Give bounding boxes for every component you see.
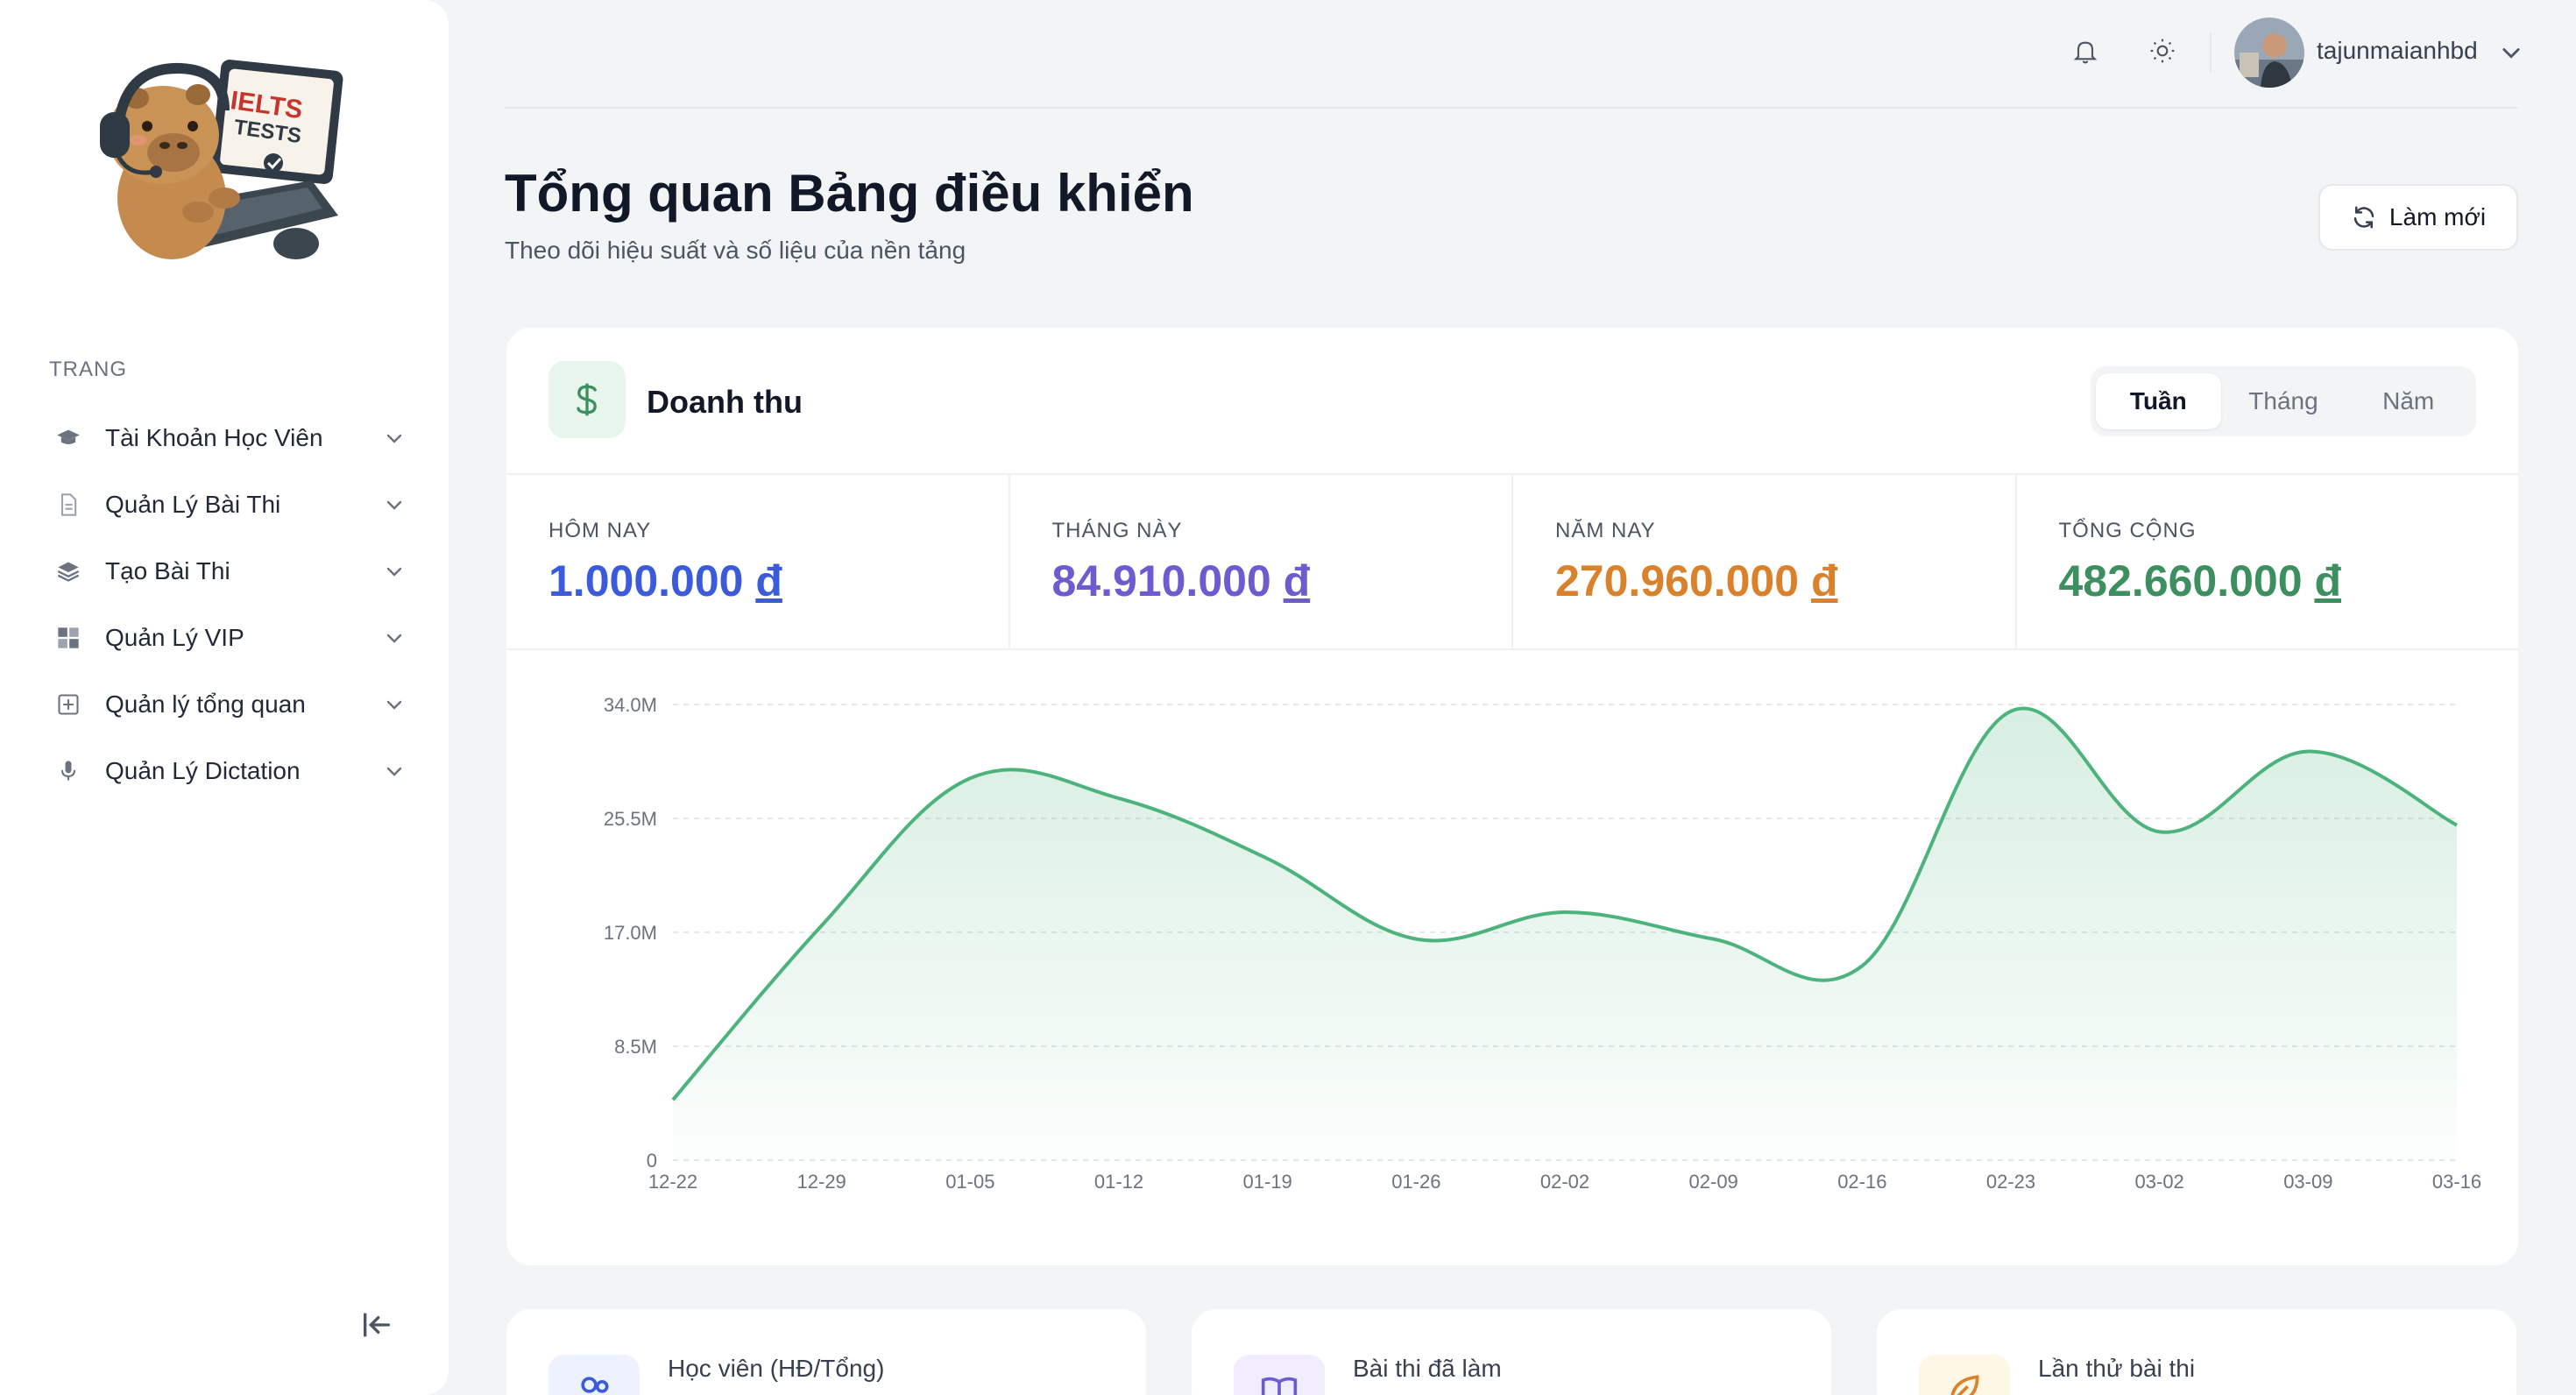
refresh-button[interactable]: Làm mới <box>2318 184 2518 251</box>
exams-taken-card: Bài thi đã làm <box>1192 1309 1831 1395</box>
sidebar-item-student-accounts[interactable]: Tài Khoản Học Viên <box>49 405 408 471</box>
x-tick-label: 02-09 <box>1689 1171 1738 1193</box>
x-tick-label: 03-09 <box>2283 1171 2332 1193</box>
avatar[interactable] <box>2234 18 2304 88</box>
x-tick-label: 12-22 <box>648 1171 697 1193</box>
stat-label: NĂM NAY <box>1555 519 1656 542</box>
x-tick-label: 01-12 <box>1094 1171 1143 1193</box>
tab-week[interactable]: Tuần <box>2096 373 2221 429</box>
username[interactable]: tajunmaianhbd <box>2317 37 2478 64</box>
stat-today: HÔM NAY 1.000.000 đ <box>506 475 1010 648</box>
sidebar-section-label: TRANG <box>49 358 127 381</box>
stat-value: 270.960.000 đ <box>1555 556 1838 605</box>
refresh-icon <box>2353 206 2374 229</box>
collapse-sidebar-button[interactable] <box>359 1307 394 1342</box>
chevron-down-icon <box>380 557 408 585</box>
sidebar-item-overview-management[interactable]: Quản lý tổng quan <box>49 671 408 738</box>
collapse-left-icon <box>364 1313 390 1337</box>
stat-value: 84.910.000 đ <box>1051 556 1311 605</box>
microphone-icon <box>49 757 91 785</box>
x-tick-label: 02-02 <box>1540 1171 1589 1193</box>
revenue-stats: HÔM NAY 1.000.000 đ THÁNG NÀY 84.910.000… <box>506 475 2518 650</box>
page-subtitle: Theo dõi hiệu suất và số liệu của nền tả… <box>505 237 966 264</box>
revenue-chart[interactable]: 0 8.5M 17.0M 25.5M 34.0M 12-22 12-29 01-05 01-12… <box>506 652 2518 1265</box>
header-divider-line <box>505 107 2518 109</box>
period-selector: Tuần Tháng Năm <box>2091 366 2476 436</box>
book-icon <box>1234 1355 1325 1395</box>
x-tick-label: 02-16 <box>1837 1171 1886 1193</box>
sidebar-item-label: Tạo Bài Thi <box>105 557 230 584</box>
bell-icon <box>2073 41 2098 64</box>
chevron-down-icon <box>380 491 408 519</box>
stat-label: THÁNG NÀY <box>1051 519 1183 542</box>
x-tick-label: 12-29 <box>797 1171 846 1193</box>
stat-this-month: THÁNG NÀY 84.910.000 đ <box>1010 475 1513 648</box>
x-tick-label: 03-16 <box>2432 1171 2481 1193</box>
stat-total: TỔNG CỘNG 482.660.000 đ <box>2017 475 2519 648</box>
stat-label: HÔM NAY <box>548 519 652 542</box>
y-tick-label: 8.5M <box>614 1036 657 1058</box>
plus-square-icon <box>49 690 91 719</box>
revenue-line <box>671 706 2458 1101</box>
x-tick-label: 01-05 <box>945 1171 994 1193</box>
tab-year[interactable]: Năm <box>2382 387 2435 414</box>
exam-attempts-card-title: Lần thử bài thi <box>2038 1355 2196 1382</box>
exams-taken-card-title: Bài thi đã làm <box>1353 1355 1502 1382</box>
chevron-down-icon <box>380 424 408 452</box>
y-tick-label: 34.0M <box>604 694 657 716</box>
revenue-area <box>673 708 2457 1160</box>
stat-value: 1.000.000 đ <box>548 556 782 605</box>
ielts-tests-logo[interactable]: IELTS TESTS <box>93 40 356 277</box>
chevron-down-icon[interactable] <box>2499 40 2523 65</box>
sun-icon <box>2150 39 2175 63</box>
y-tick-label: 25.5M <box>604 808 657 830</box>
sidebar-item-label: Quản Lý Dictation <box>105 757 301 784</box>
page-title: Tổng quan Bảng điều khiển <box>505 164 1194 223</box>
exam-attempts-card: Lần thử bài thi <box>1877 1309 2516 1395</box>
chevron-down-icon <box>380 757 408 785</box>
x-tick-label: 01-26 <box>1391 1171 1440 1193</box>
stat-value: 482.660.000 đ <box>2058 556 2342 605</box>
sidebar-item-label: Quản Lý VIP <box>105 624 244 651</box>
students-card-title: Học viên (HĐ/Tổng) <box>668 1355 885 1382</box>
sidebar-item-label: Tài Khoản Học Viên <box>105 424 323 451</box>
leaf-icon <box>1919 1355 2010 1395</box>
revenue-card-header: Doanh thu Tuần Tháng Năm <box>506 328 2518 475</box>
tab-month[interactable]: Tháng <box>2248 387 2318 414</box>
sidebar-nav: Tài Khoản Học Viên Quản Lý Bài Thi Tạo B… <box>49 405 408 804</box>
header-divider <box>2210 33 2212 72</box>
x-tick-label: 02-23 <box>1986 1171 2035 1193</box>
y-tick-label: 17.0M <box>604 922 657 944</box>
theme-toggle-button[interactable] <box>2145 33 2180 68</box>
revenue-title: Doanh thu <box>647 384 803 420</box>
users-icon <box>548 1355 640 1395</box>
grid-icon <box>49 624 91 652</box>
layers-icon <box>49 557 91 585</box>
x-tick-label: 01-19 <box>1243 1171 1292 1193</box>
sidebar-item-vip-management[interactable]: Quản Lý VIP <box>49 605 408 671</box>
revenue-card: Doanh thu Tuần Tháng Năm HÔM NAY 1.000.0… <box>506 328 2518 1265</box>
students-card: Học viên (HĐ/Tổng) <box>506 1309 1146 1395</box>
x-tick-label: 03-02 <box>2135 1171 2184 1193</box>
document-icon <box>49 491 91 519</box>
y-tick-label: 0 <box>647 1150 657 1172</box>
sidebar-item-create-exam[interactable]: Tạo Bài Thi <box>49 538 408 605</box>
graduation-cap-icon <box>49 424 91 452</box>
sidebar-item-label: Quản lý tổng quan <box>105 690 306 718</box>
dollar-icon <box>548 361 626 438</box>
sidebar-item-dictation-management[interactable]: Quản Lý Dictation <box>49 738 408 804</box>
sidebar-item-label: Quản Lý Bài Thi <box>105 491 281 518</box>
refresh-label: Làm mới <box>2388 203 2487 230</box>
notifications-button[interactable] <box>2068 33 2103 68</box>
sidebar: IELTS TESTS TRANG Tài Khoản <box>0 0 449 1395</box>
stat-this-year: NĂM NAY 270.960.000 đ <box>1513 475 2017 648</box>
chevron-down-icon <box>380 624 408 652</box>
stat-label: TỔNG CỘNG <box>2058 519 2197 542</box>
sidebar-item-exam-management[interactable]: Quản Lý Bài Thi <box>49 471 408 538</box>
chevron-down-icon <box>380 690 408 719</box>
